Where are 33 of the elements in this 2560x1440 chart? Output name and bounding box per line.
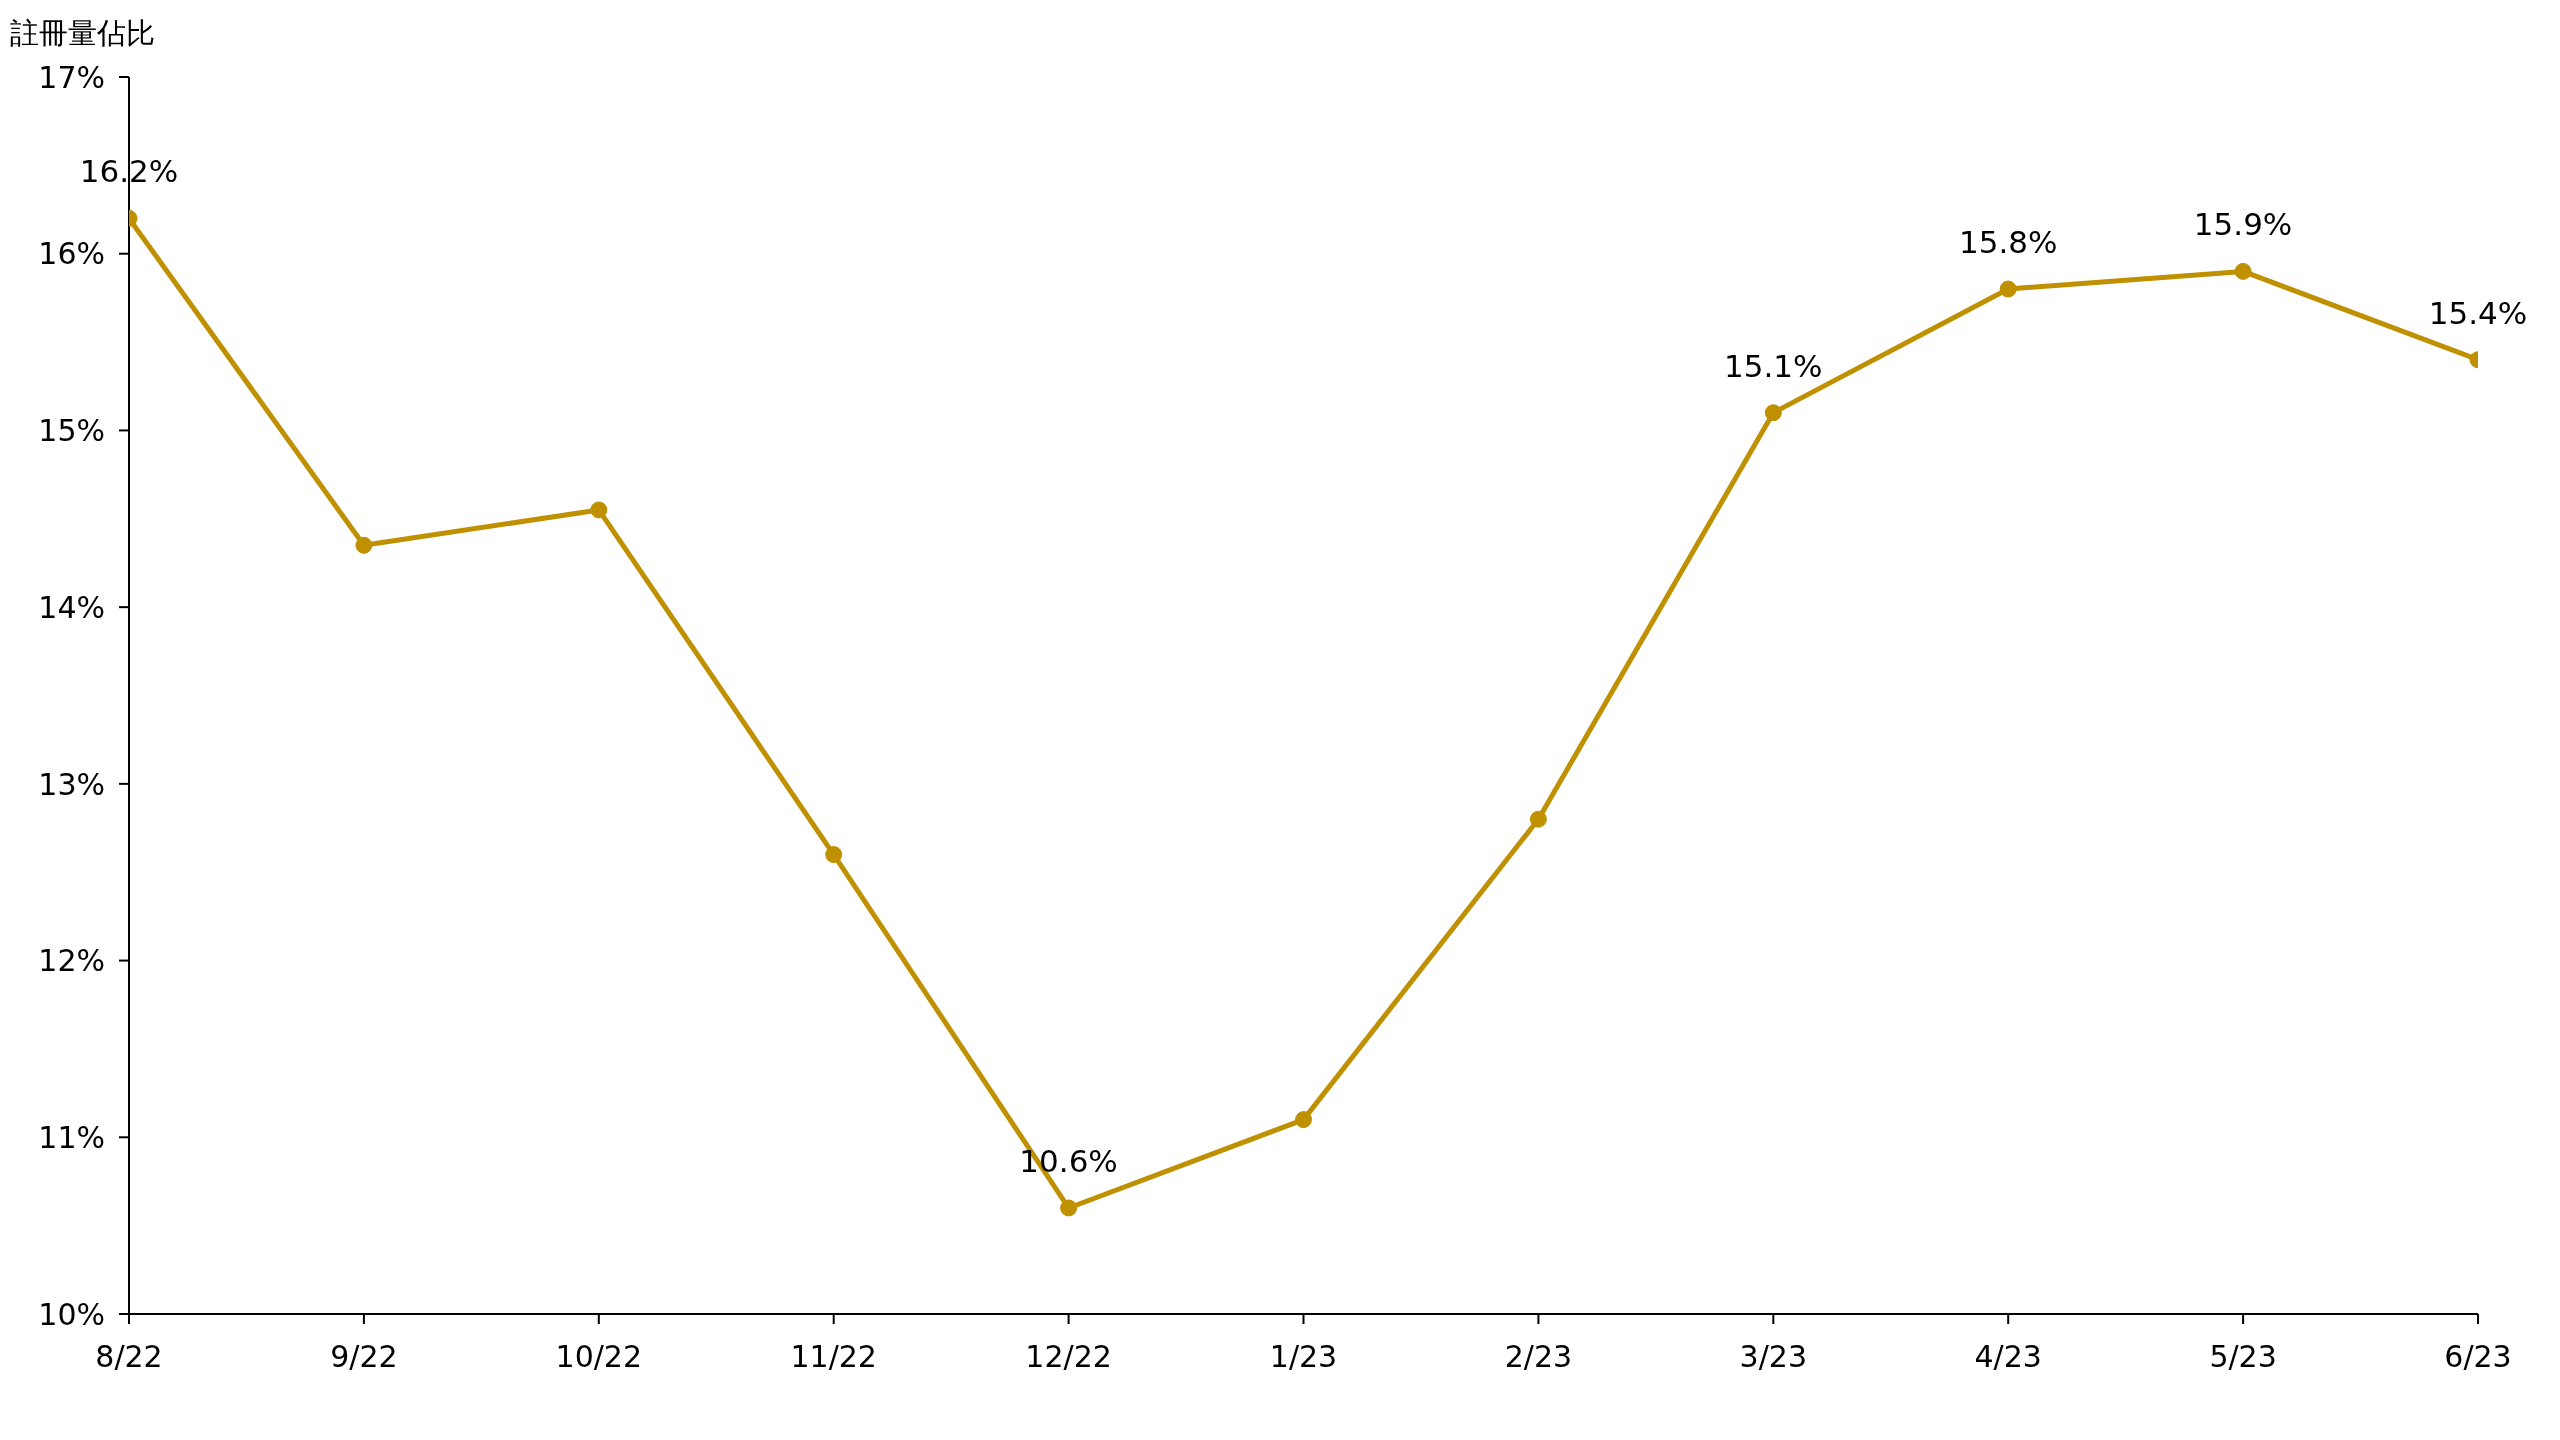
y-tick-label: 12% xyxy=(38,943,105,979)
y-tick-label: 15% xyxy=(38,413,105,449)
y-axis-title: 註冊量佔比 xyxy=(10,16,155,51)
point xyxy=(590,501,608,519)
data-label: 15.9% xyxy=(2193,206,2293,243)
x-tick-label: 3/23 xyxy=(1739,1339,1807,1375)
point xyxy=(355,536,373,554)
point xyxy=(1060,1199,1078,1217)
y-tick-label: 11% xyxy=(38,1119,105,1155)
y-tick-label: 17% xyxy=(38,59,105,95)
point xyxy=(1764,404,1782,422)
x-tick-label: 11/22 xyxy=(790,1339,877,1375)
point xyxy=(2234,262,2252,280)
point xyxy=(1295,1111,1312,1129)
y-tick-label: 16% xyxy=(38,236,105,272)
point xyxy=(825,846,843,864)
point xyxy=(1529,810,1547,828)
x-tick-label: 8/22 xyxy=(95,1339,163,1375)
data-label: 15.8% xyxy=(1958,224,2058,261)
point xyxy=(1999,280,2017,298)
x-tick-label: 5/23 xyxy=(2209,1339,2277,1375)
x-tick-label: 9/22 xyxy=(330,1339,398,1375)
y-tick-label: 13% xyxy=(38,766,105,802)
x-tick-label: 12/22 xyxy=(1025,1339,1112,1375)
x-tick-label: 10/22 xyxy=(555,1339,643,1375)
y-tick-label: 10% xyxy=(38,1296,105,1332)
data-label: 15.1% xyxy=(1724,347,1823,384)
x-tick-label: 4/23 xyxy=(1974,1339,2042,1375)
y-tick-label: 14% xyxy=(38,589,105,625)
x-tick-label: 1/23 xyxy=(1269,1339,1338,1375)
x-tick-label: 2/23 xyxy=(1504,1339,1573,1375)
x-tick-label: 6/23 xyxy=(2444,1339,2512,1375)
data-label: 15.4% xyxy=(2428,294,2528,331)
